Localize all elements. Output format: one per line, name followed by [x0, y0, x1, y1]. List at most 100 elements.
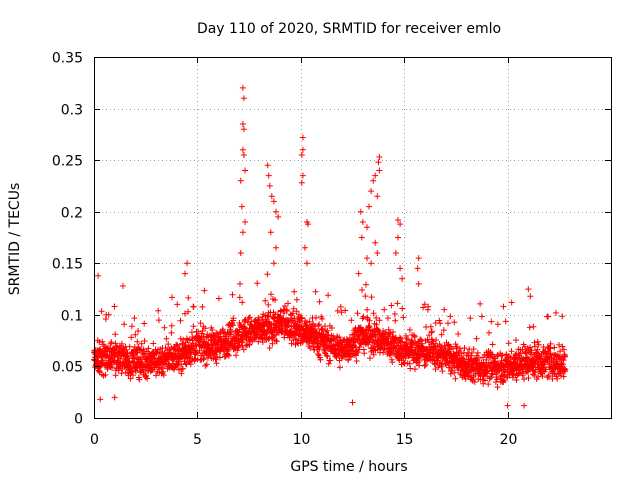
- data-point: [348, 317, 355, 324]
- data-point: [145, 345, 152, 352]
- data-points: [91, 84, 569, 409]
- data-point: [273, 208, 279, 215]
- data-point: [225, 335, 232, 342]
- data-point: [421, 301, 428, 308]
- data-point: [465, 372, 472, 379]
- data-point: [417, 336, 424, 343]
- data-point: [380, 349, 387, 356]
- data-point: [338, 309, 345, 316]
- data-point: [267, 229, 274, 236]
- data-point: [361, 350, 368, 357]
- data-point: [451, 369, 458, 376]
- data-point: [468, 352, 474, 359]
- data-point: [160, 372, 167, 379]
- data-point: [552, 309, 559, 316]
- data-point: [168, 329, 175, 336]
- data-point: [324, 353, 331, 360]
- data-point: [225, 351, 231, 358]
- data-point: [288, 340, 295, 347]
- data-point: [102, 371, 109, 378]
- data-point: [264, 313, 271, 320]
- data-point: [197, 357, 204, 364]
- data-point: [264, 271, 271, 278]
- x-tick-label: 20: [500, 432, 518, 448]
- data-point: [385, 315, 391, 322]
- data-point: [132, 368, 139, 375]
- x-tick-label: 15: [396, 432, 414, 448]
- data-point: [270, 260, 277, 267]
- data-point: [240, 346, 247, 353]
- data-point: [364, 255, 370, 262]
- data-point: [542, 366, 549, 373]
- data-point: [535, 373, 542, 380]
- data-point: [121, 321, 128, 328]
- data-point: [358, 234, 365, 241]
- data-point: [539, 373, 546, 380]
- data-point: [473, 335, 480, 342]
- y-tick-label: 0.1: [61, 309, 83, 325]
- data-point: [325, 292, 332, 299]
- data-point: [487, 350, 494, 357]
- data-point: [190, 303, 197, 310]
- data-point: [387, 330, 394, 337]
- data-point: [562, 366, 569, 373]
- data-point: [327, 357, 334, 364]
- data-point: [436, 317, 443, 324]
- data-point: [416, 358, 423, 364]
- data-point: [474, 349, 481, 356]
- data-point: [457, 345, 464, 352]
- data-point: [418, 337, 425, 344]
- data-point: [120, 283, 126, 289]
- data-point: [359, 287, 365, 293]
- data-point: [547, 340, 554, 347]
- data-point: [348, 354, 354, 360]
- data-point: [527, 293, 534, 300]
- data-point: [299, 134, 306, 141]
- y-tick-label: 0.3: [61, 103, 83, 119]
- data-point: [349, 399, 356, 406]
- data-point: [439, 368, 446, 375]
- data-point: [225, 352, 232, 359]
- data-point: [240, 126, 247, 133]
- data-point: [455, 331, 462, 337]
- data-point: [407, 365, 414, 372]
- data-point: [95, 272, 102, 279]
- data-point: [527, 344, 534, 351]
- data-point: [395, 217, 401, 223]
- data-point: [253, 330, 260, 337]
- data-point: [265, 335, 272, 342]
- data-point: [471, 379, 478, 385]
- data-point: [500, 303, 507, 310]
- data-point: [132, 331, 139, 338]
- data-point: [400, 314, 407, 321]
- data-point: [394, 300, 401, 307]
- data-point: [268, 193, 275, 200]
- data-point: [273, 338, 280, 345]
- data-point: [239, 121, 246, 127]
- data-point: [203, 361, 210, 368]
- data-point: [376, 154, 383, 160]
- data-point: [130, 372, 136, 379]
- data-point: [319, 327, 325, 333]
- data-point: [521, 376, 527, 383]
- y-tick-label: 0.15: [52, 257, 83, 273]
- data-point: [399, 339, 406, 346]
- data-point: [179, 365, 186, 372]
- data-point: [408, 337, 415, 344]
- data-point: [367, 355, 373, 362]
- data-point: [427, 323, 434, 330]
- data-point: [399, 275, 406, 282]
- data-point: [505, 340, 512, 347]
- data-point: [177, 317, 184, 324]
- data-point: [163, 335, 170, 342]
- data-point: [313, 314, 319, 321]
- data-point: [230, 315, 237, 322]
- x-axis-label: GPS time / hours: [290, 459, 407, 475]
- data-point: [114, 343, 120, 350]
- data-point: [370, 177, 377, 184]
- data-point: [265, 172, 272, 179]
- data-point: [397, 265, 404, 272]
- data-point: [559, 313, 566, 320]
- data-point: [513, 377, 520, 383]
- data-point: [242, 167, 248, 174]
